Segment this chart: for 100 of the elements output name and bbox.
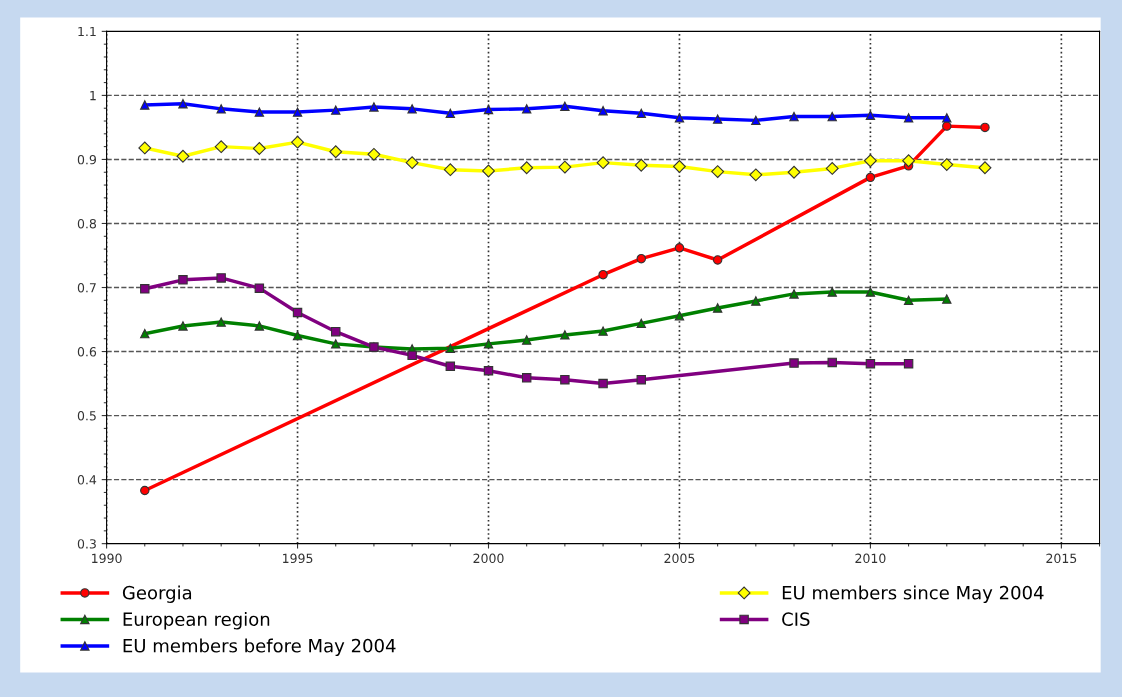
point xyxy=(140,485,150,496)
legend-label: EU members before May 2004 xyxy=(123,638,396,656)
point xyxy=(942,294,952,304)
point xyxy=(712,255,723,265)
point xyxy=(903,113,914,123)
point xyxy=(560,101,570,112)
point xyxy=(367,147,381,161)
point xyxy=(674,310,685,321)
legend-label: EU members since May 2004 xyxy=(782,585,1044,603)
point xyxy=(674,113,685,123)
point xyxy=(598,378,608,389)
point xyxy=(787,165,801,179)
point xyxy=(751,296,761,306)
point xyxy=(636,318,646,329)
point xyxy=(329,145,343,159)
point xyxy=(292,330,303,341)
point xyxy=(178,321,188,331)
y-tick-label: 1.1 xyxy=(78,27,96,37)
point xyxy=(940,158,954,172)
point xyxy=(254,107,265,117)
point xyxy=(558,160,572,174)
point xyxy=(443,163,457,177)
y-tick-label: 0.9 xyxy=(77,154,96,165)
point xyxy=(598,269,608,280)
point xyxy=(521,373,532,383)
x-tick-label: 1990 xyxy=(92,553,122,564)
point xyxy=(483,366,494,376)
point xyxy=(980,122,990,133)
point xyxy=(636,253,646,264)
x-tick-label: 2010 xyxy=(855,553,886,564)
point xyxy=(903,295,914,306)
point xyxy=(445,361,456,371)
point xyxy=(942,121,952,131)
point xyxy=(827,357,837,368)
point xyxy=(751,115,761,126)
legend-label: European region xyxy=(123,612,270,630)
point xyxy=(445,343,456,354)
point xyxy=(445,108,456,119)
point xyxy=(369,102,379,112)
y-tick-label: 0.4 xyxy=(77,475,97,485)
x-tick-label: 2005 xyxy=(664,553,695,564)
y-tick-label: 0.7 xyxy=(77,282,96,293)
legend-label: CIS xyxy=(782,612,810,626)
point xyxy=(407,104,417,114)
point xyxy=(560,330,570,340)
point xyxy=(789,358,799,368)
point xyxy=(291,135,304,149)
point xyxy=(749,168,763,182)
point xyxy=(140,328,150,339)
point xyxy=(405,156,419,170)
point xyxy=(789,289,799,299)
point xyxy=(483,104,494,115)
point xyxy=(521,104,532,114)
point xyxy=(521,335,532,345)
point xyxy=(292,107,303,117)
point xyxy=(483,339,494,349)
point xyxy=(827,287,837,297)
point xyxy=(560,375,570,385)
point xyxy=(214,140,228,154)
point xyxy=(292,307,303,318)
x-tick-label: 2000 xyxy=(473,553,504,564)
y-tick-label: 0.3 xyxy=(77,539,96,549)
point xyxy=(865,358,876,369)
point xyxy=(636,375,646,385)
point xyxy=(176,149,190,163)
point xyxy=(140,284,150,294)
point xyxy=(673,160,686,173)
point xyxy=(634,158,648,172)
point xyxy=(903,358,914,369)
point xyxy=(252,142,266,156)
point xyxy=(138,141,152,155)
point xyxy=(254,283,265,293)
point xyxy=(596,156,610,170)
point xyxy=(520,161,534,175)
point xyxy=(482,164,495,178)
point xyxy=(712,303,723,313)
point xyxy=(674,243,685,253)
point xyxy=(331,326,341,337)
point xyxy=(178,99,188,109)
legend-label: Georgia xyxy=(122,585,192,603)
point xyxy=(598,326,608,336)
point xyxy=(865,110,876,120)
point xyxy=(140,100,150,110)
x-tick-label: 1995 xyxy=(283,553,313,564)
point xyxy=(978,161,992,175)
point xyxy=(825,161,839,175)
point xyxy=(902,154,916,168)
point xyxy=(712,114,723,124)
point xyxy=(865,287,876,297)
point xyxy=(254,321,265,331)
point xyxy=(216,317,226,327)
point xyxy=(216,273,226,283)
point xyxy=(827,111,837,122)
point xyxy=(863,154,877,168)
y-tick-label: 0.5 xyxy=(77,411,96,421)
point xyxy=(407,350,417,361)
point xyxy=(216,104,226,114)
y-tick-label: 0.8 xyxy=(77,218,97,229)
point xyxy=(789,111,799,122)
point xyxy=(711,165,725,179)
